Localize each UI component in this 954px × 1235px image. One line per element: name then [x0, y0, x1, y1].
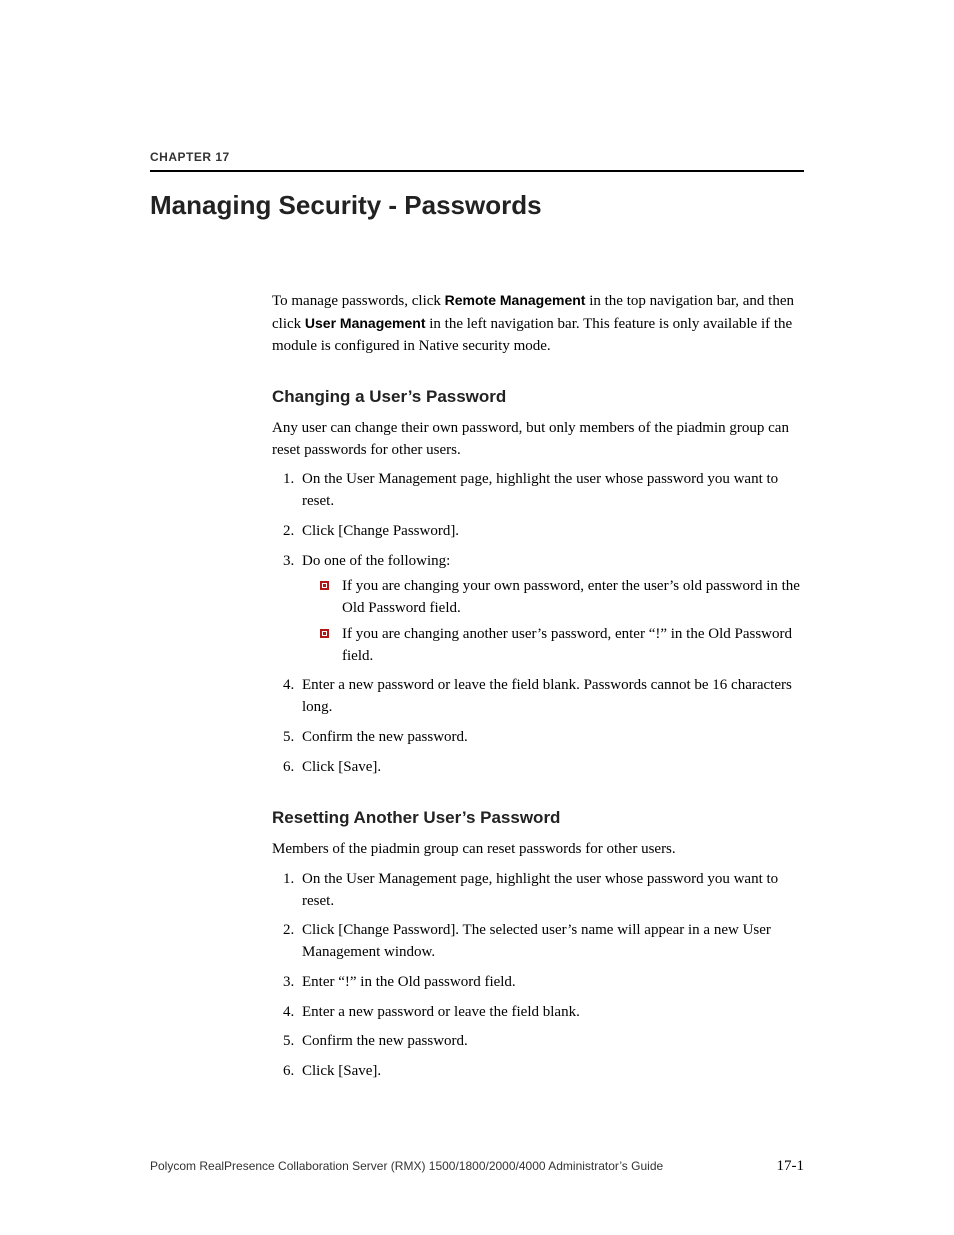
step-item: Click [Save]. — [298, 757, 804, 779]
step-item: Click [Change Password]. — [298, 521, 804, 543]
header-rule — [150, 170, 804, 172]
step-item: Do one of the following: If you are chan… — [298, 551, 804, 668]
page: CHAPTER 17 Managing Security - Passwords… — [0, 0, 954, 1235]
intro-paragraph: To manage passwords, click Remote Manage… — [272, 290, 804, 357]
bullet-item: If you are changing your own password, e… — [320, 576, 804, 620]
change-password-lead: Any user can change their own password, … — [272, 418, 804, 462]
intro-text-1: To manage passwords, click — [272, 293, 445, 309]
page-header: CHAPTER 17 Managing Security - Passwords — [150, 150, 804, 221]
reset-password-lead: Members of the piadmin group can reset p… — [272, 839, 804, 861]
step-item: Enter a new password or leave the field … — [298, 1002, 804, 1024]
footer-doc-title: Polycom RealPresence Collaboration Serve… — [150, 1159, 663, 1173]
chapter-title: Managing Security - Passwords — [150, 190, 804, 221]
chapter-label: CHAPTER 17 — [150, 150, 804, 164]
bullet-item: If you are changing another user’s passw… — [320, 624, 804, 668]
page-footer: Polycom RealPresence Collaboration Serve… — [150, 1158, 804, 1175]
step-item: Enter “!” in the Old password field. — [298, 972, 804, 994]
change-password-steps: On the User Management page, highlight t… — [272, 469, 804, 778]
step-item: On the User Management page, highlight t… — [298, 869, 804, 913]
step-item: On the User Management page, highlight t… — [298, 469, 804, 513]
footer-page-number: 17-1 — [777, 1158, 805, 1175]
substep-list: If you are changing your own password, e… — [302, 576, 804, 667]
content-region: To manage passwords, click Remote Manage… — [272, 290, 804, 1091]
reset-password-steps: On the User Management page, highlight t… — [272, 869, 804, 1083]
intro-bold-2: User Management — [305, 315, 426, 331]
section-heading-reset-password: Resetting Another User’s Password — [272, 806, 804, 831]
step-text: Do one of the following: — [302, 553, 450, 569]
section-heading-change-password: Changing a User’s Password — [272, 385, 804, 410]
step-item: Confirm the new password. — [298, 727, 804, 749]
step-item: Click [Change Password]. The selected us… — [298, 920, 804, 964]
step-item: Click [Save]. — [298, 1061, 804, 1083]
step-item: Confirm the new password. — [298, 1031, 804, 1053]
step-item: Enter a new password or leave the field … — [298, 675, 804, 719]
intro-bold-1: Remote Management — [445, 292, 586, 308]
